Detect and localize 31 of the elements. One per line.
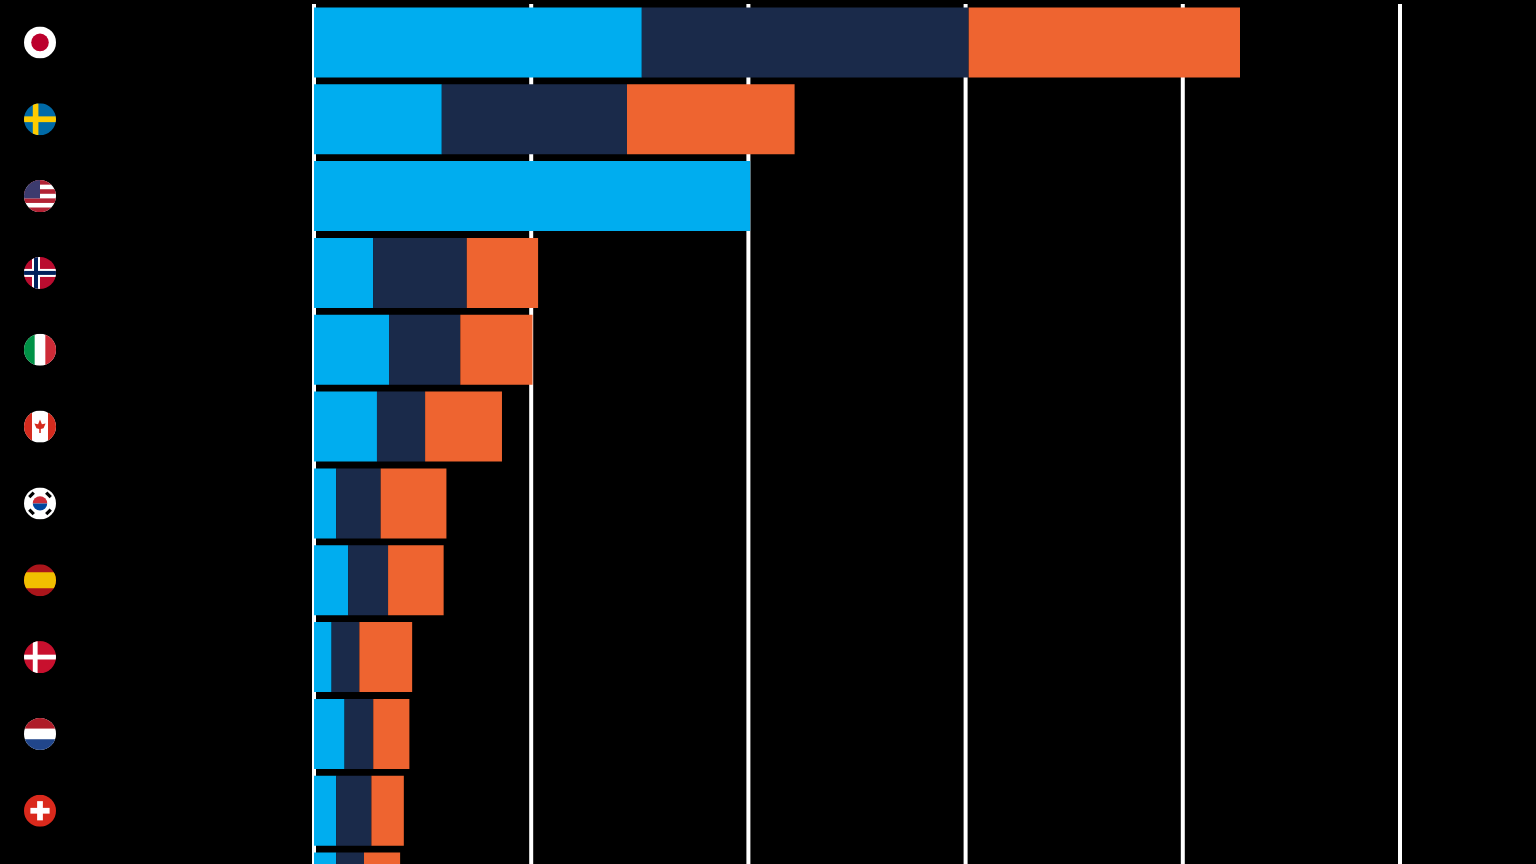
bar	[314, 545, 349, 616]
bar	[336, 775, 372, 846]
bar	[441, 84, 627, 155]
bar	[314, 161, 751, 232]
bar	[344, 698, 374, 769]
bar	[314, 84, 442, 155]
bar	[348, 545, 389, 616]
bar	[466, 237, 539, 308]
bar	[331, 622, 360, 693]
bar	[314, 314, 390, 385]
bar	[460, 314, 533, 385]
bar	[314, 775, 337, 846]
bar	[425, 391, 502, 462]
bar	[336, 468, 381, 539]
bar	[314, 237, 374, 308]
bar	[359, 622, 413, 693]
bar	[371, 775, 404, 846]
bar	[314, 468, 337, 539]
bar	[314, 391, 377, 462]
bar	[380, 468, 447, 539]
bar	[373, 237, 467, 308]
bar	[389, 314, 461, 385]
bar	[388, 545, 444, 616]
bar	[314, 622, 332, 693]
bar	[626, 84, 795, 155]
bar	[641, 7, 969, 78]
bar	[314, 698, 345, 769]
bar	[314, 7, 642, 78]
bar	[373, 698, 410, 769]
bar	[968, 7, 1240, 78]
bar	[376, 391, 426, 462]
